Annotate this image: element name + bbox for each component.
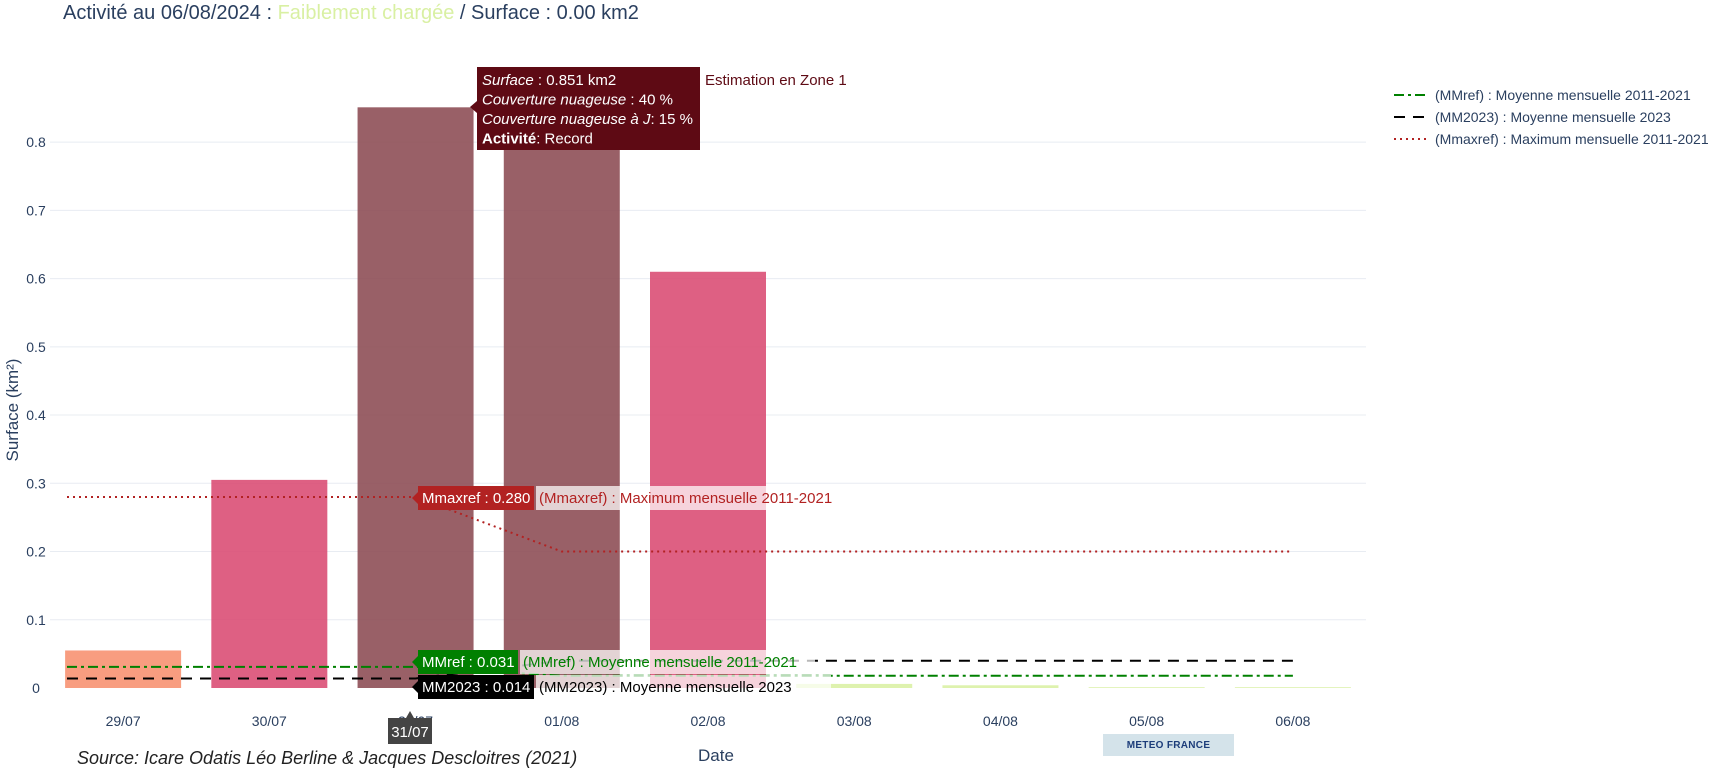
line-tag-value: MMref : 0.031	[422, 654, 515, 671]
y-tick-label: 0.3	[26, 475, 46, 491]
y-tick-label: 0.7	[26, 202, 46, 218]
tooltip-value: : 0.851 km2	[534, 72, 617, 89]
line-tag-name-bg	[536, 675, 831, 699]
legend-entry: (Mmaxref) : Maximum mensuelle 2011-2021	[1435, 131, 1709, 147]
y-tick-label: 0.8	[26, 134, 46, 150]
tooltip-line: Couverture nuageuse à J: 15 %	[482, 111, 693, 128]
legend: (MMref) : Moyenne mensuelle 2011-2021 (MM…	[1394, 87, 1709, 147]
line-tag-box	[412, 486, 534, 510]
bar	[1088, 687, 1205, 688]
reference-line-2	[67, 495, 1293, 553]
line-tag-value: MM2023 : 0.014	[422, 679, 530, 696]
bar	[796, 683, 913, 688]
bar	[942, 685, 1059, 688]
tooltip-label: Activité	[482, 131, 536, 148]
x-tick-label: 04/08	[983, 713, 1018, 729]
tooltip-label: Surface	[482, 72, 534, 89]
x-tick-label: 06/08	[1275, 713, 1310, 729]
y-axis-title: Surface (km²)	[3, 359, 22, 462]
tooltip-note: Estimation en Zone 1	[705, 72, 847, 89]
tooltip-value: : Record	[536, 131, 593, 148]
line-hover-label: MMref : 0.031 (MMref) : Moyenne mensuelle…	[412, 650, 815, 674]
x-tick-label: 05/08	[1129, 713, 1164, 729]
x-tick-label: 29/07	[106, 713, 141, 729]
legend-entry: (MMref) : Moyenne mensuelle 2011-2021	[1435, 87, 1691, 103]
line-tag-name: (MM2023) : Moyenne mensuelle 2023	[539, 679, 792, 696]
line-tag-value: Mmaxref : 0.280	[422, 490, 530, 507]
line-tag-name-bg	[536, 486, 831, 510]
bar-tooltip: Surface : 0.851 km2 Couverture nuageuse :…	[470, 67, 847, 150]
x-tick-label: 03/08	[837, 713, 872, 729]
y-tick-label: 0.4	[26, 407, 46, 423]
tooltip-value: : 15 %	[650, 111, 693, 128]
y-tick-label: 0.6	[26, 271, 46, 287]
title-activity-level: Faiblement chargée	[277, 2, 455, 24]
x-tick-label: 30/07	[252, 713, 287, 729]
x-axis-title: Date	[698, 746, 734, 765]
chart-title: Activité au 06/08/2024 : Faiblement char…	[63, 2, 639, 25]
line-hover-label: MM2023 : 0.014 (MM2023) : Moyenne mensuel…	[412, 675, 831, 699]
title-suffix: / Surface : 0.00 km2	[454, 2, 639, 24]
bar	[650, 271, 766, 688]
bar	[357, 107, 474, 689]
line-tag-name: (MMref) : Moyenne mensuelle 2011-2021	[523, 654, 797, 671]
line-tag-name-bg	[520, 650, 815, 674]
tooltip-line: Activité: Record	[482, 131, 593, 148]
bar	[65, 650, 182, 688]
meteo-france-logo: METEO FRANCE	[1103, 734, 1234, 756]
tooltip-label: Couverture nuageuse	[482, 92, 626, 109]
tooltip-box	[470, 67, 700, 150]
tooltip-value: : 40 %	[626, 92, 673, 109]
x-tag-box	[388, 711, 432, 744]
bar	[211, 479, 328, 688]
x-tick-label: 02/08	[690, 713, 725, 729]
y-tick-label: 0.5	[26, 339, 46, 355]
line-tag-name: (Mmaxref) : Maximum mensuelle 2011-2021	[539, 490, 832, 507]
tooltip-line: Couverture nuageuse : 40 %	[482, 92, 673, 109]
x-hover-label: 31/07	[388, 711, 432, 744]
line-tag-box	[412, 650, 518, 674]
tooltip-line: Surface : 0.851 km2	[482, 72, 616, 89]
title-prefix: Activité au 06/08/2024 :	[63, 2, 278, 24]
y-tick-label: 0.1	[26, 612, 46, 628]
bar	[503, 148, 620, 689]
bar	[1234, 687, 1351, 688]
x-tick-label: 01/08	[544, 713, 579, 729]
line-hover-label: Mmaxref : 0.280 (Mmaxref) : Maximum mensu…	[412, 486, 832, 510]
x-tag-value: 31/07	[391, 724, 429, 741]
legend-entry: (MM2023) : Moyenne mensuelle 2023	[1435, 109, 1671, 125]
y-tick-label: 0.2	[26, 544, 46, 560]
source-credit: Source: Icare Odatis Léo Berline & Jacqu…	[77, 748, 578, 768]
y-tick-label: 0	[32, 680, 40, 696]
tooltip-label: Couverture nuageuse à J	[482, 111, 651, 128]
line-tag-box	[412, 675, 534, 699]
